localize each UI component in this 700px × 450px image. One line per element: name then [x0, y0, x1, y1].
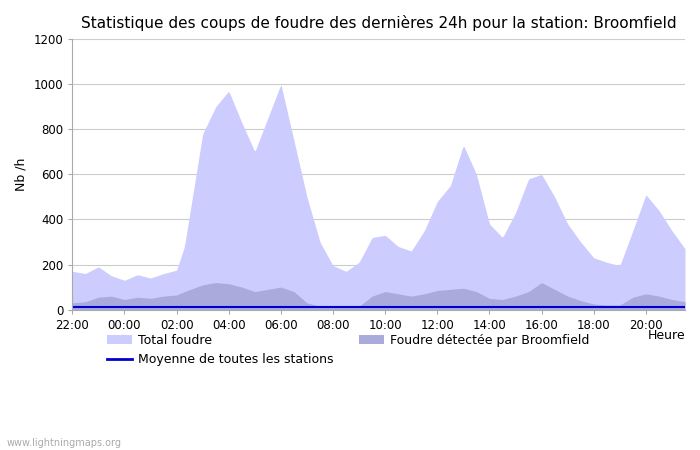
Text: Heure: Heure: [648, 328, 685, 342]
Y-axis label: Nb /h: Nb /h: [15, 158, 28, 191]
Legend: Total foudre, Moyenne de toutes les stations, Foudre détectée par Broomfield: Total foudre, Moyenne de toutes les stat…: [102, 329, 594, 371]
Title: Statistique des coups de foudre des dernières 24h pour la station: Broomfield: Statistique des coups de foudre des dern…: [81, 15, 676, 31]
Text: www.lightningmaps.org: www.lightningmaps.org: [7, 438, 122, 448]
